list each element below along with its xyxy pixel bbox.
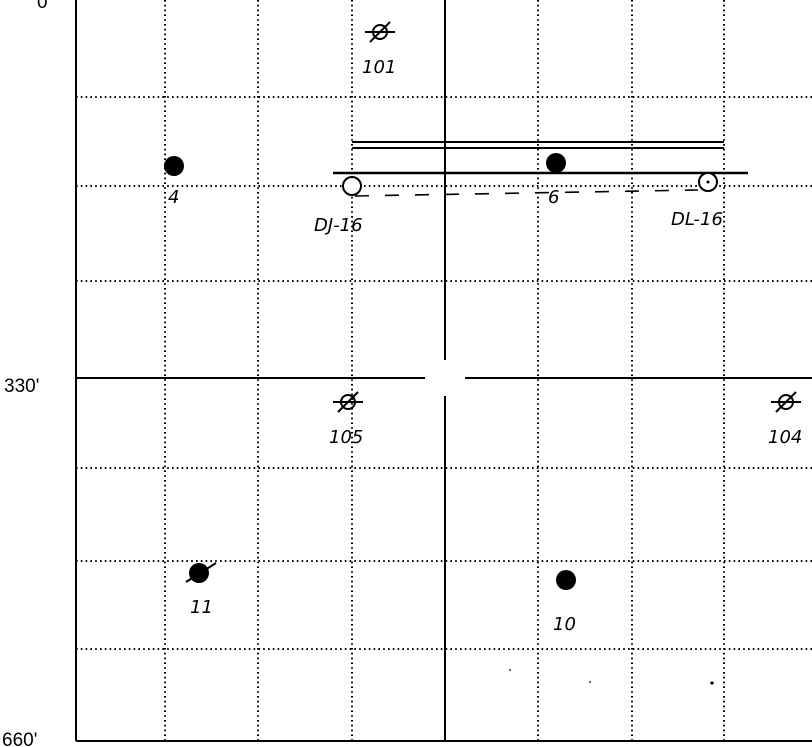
plugged-well-icon: [333, 391, 363, 413]
depth-label-bottom: 660': [2, 730, 37, 747]
filled-circle-icon: [164, 156, 184, 176]
open-circle-icon: [698, 172, 718, 192]
filled-circle-icon: [546, 153, 566, 173]
struck-filled-circle-icon: [185, 562, 217, 583]
well-label-dj16: DJ-16: [314, 215, 363, 236]
well-label-101: 101: [362, 57, 396, 78]
filled-circle-icon: [556, 570, 576, 590]
well-label-10: 10: [553, 614, 576, 635]
well-label-4: 4: [168, 187, 179, 208]
depth-label-top: 0': [37, 0, 51, 13]
section-center-gap: [425, 360, 465, 396]
well-label-105: 105: [329, 427, 363, 448]
plugged-well-icon: [365, 21, 395, 43]
plugged-well-icon: [771, 391, 801, 413]
well-label-dl16: DL-16: [671, 209, 723, 230]
well-label-11: 11: [190, 597, 213, 618]
open-circle-icon: [342, 176, 362, 196]
well-markers: 4 6 10 11 DJ-16 DL-16 101: [164, 21, 802, 635]
well-label-6: 6: [548, 187, 559, 208]
depth-label-middle: 330': [4, 376, 39, 397]
well-label-104: 104: [768, 427, 802, 448]
proposed-directional-path: [354, 189, 699, 197]
dotted-grid: [76, 0, 812, 741]
lease-lines: [333, 141, 748, 197]
scan-specks: [509, 669, 714, 685]
